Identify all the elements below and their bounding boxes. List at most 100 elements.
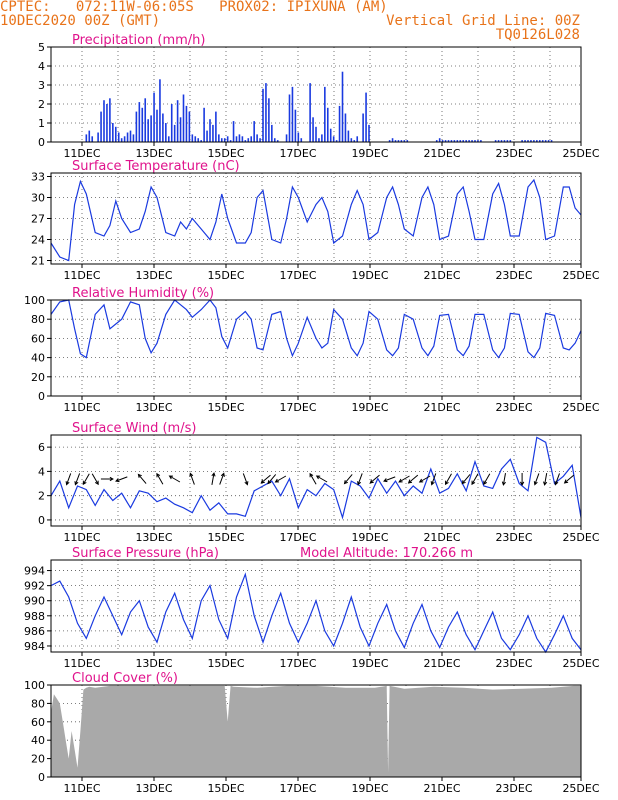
precip-bar [335, 140, 338, 142]
precip-bar [447, 140, 450, 142]
y-tick-label: 100 [24, 679, 45, 692]
precip-bar [212, 124, 214, 142]
x-tick-label: 15DEC [207, 657, 244, 670]
precip-bar [438, 138, 441, 142]
panel-2: Surface Temperature (nC) 21 24 27 30 33 11DEC 1… [31, 159, 600, 282]
precip-bar [435, 140, 438, 142]
precip-bar [276, 140, 279, 142]
precip-bar [444, 140, 447, 142]
wind-arrow [418, 475, 431, 483]
wind-arrow [82, 473, 90, 486]
panel-5: Surface Pressure (hPa) Model Altitude: 17… [24, 546, 600, 670]
header-date-line: 10DEC2020 00Z (GMT) [0, 13, 161, 29]
y-tick-label: 984 [24, 640, 45, 653]
precip-bar [91, 136, 94, 142]
precip-bar [250, 136, 253, 142]
x-tick-label: 11DEC [63, 401, 100, 414]
precip-bar [494, 140, 497, 142]
x-tick-label: 17DEC [279, 401, 316, 414]
x-tick-label: 13DEC [135, 401, 172, 414]
y-tick-label: 0 [38, 771, 45, 784]
precip-bar [541, 140, 544, 142]
precip-bar [300, 138, 303, 142]
x-tick-label: 25DEC [562, 401, 599, 414]
x-tick-label: 19DEC [351, 657, 388, 670]
x-tick-label: 21DEC [423, 782, 460, 795]
precip-bar [197, 138, 200, 142]
wind-arrow [543, 473, 548, 486]
wind-arrow [100, 476, 114, 482]
x-tick-label: 13DEC [135, 269, 172, 282]
precip-bar [524, 140, 526, 142]
panel-title: Surface Wind (m/s) [72, 421, 196, 436]
wind-arrow [563, 474, 575, 484]
wind-arrow [168, 475, 181, 483]
wind-arrow [554, 473, 560, 486]
precip-bar [209, 119, 211, 142]
precip-bar [273, 138, 276, 142]
precip-bar [241, 136, 244, 142]
precip-bar [135, 111, 138, 142]
panel-frame [50, 434, 582, 527]
wind-arrow [260, 474, 271, 484]
precip-bar [182, 94, 185, 142]
y-tick-label: 60 [31, 716, 45, 729]
wind-arrow [483, 473, 491, 486]
y-tick-label: 0 [38, 136, 45, 149]
wind-arrow [444, 473, 452, 486]
wind-arrow [65, 473, 72, 486]
panel-1: Precipitation (mm/h) 0 1 2 3 4 5 11DEC 13DEC 15DE… [38, 33, 600, 160]
y-tick-label: 24 [31, 234, 45, 247]
x-tick-label: 15DEC [207, 782, 244, 795]
wind-arrow [156, 472, 164, 485]
wind-arrow [242, 473, 249, 486]
precip-bar [547, 140, 550, 142]
precip-bar [218, 134, 220, 142]
precip-bar [173, 124, 176, 142]
y-tick-label: 0 [38, 390, 45, 403]
panel-frame [50, 299, 582, 397]
y-tick-label: 990 [24, 595, 45, 608]
precip-bar [256, 134, 258, 142]
x-tick-label: 19DEC [351, 401, 388, 414]
precip-bar [400, 140, 403, 142]
y-tick-label: 80 [31, 697, 45, 710]
precip-bar [262, 88, 264, 142]
wind-arrow [471, 473, 479, 486]
wind-arrow [267, 474, 277, 485]
precip-bar [321, 134, 323, 142]
precip-bar [459, 140, 462, 142]
x-tick-label: 17DEC [279, 657, 316, 670]
x-tick-label: 11DEC [63, 657, 100, 670]
header-grid-note: Vertical Grid Line: 00Z [386, 13, 580, 29]
x-tick-label: 17DEC [279, 147, 316, 160]
precip-bar [509, 140, 512, 142]
panel-3: Relative Humidity (%) 0 20 40 60 80 100 11DEC 13… [24, 286, 600, 414]
panel-frame [50, 684, 582, 778]
wind-arrow [74, 473, 81, 486]
x-tick-label: 15DEC [207, 147, 244, 160]
y-tick-label: 40 [31, 352, 45, 365]
y-tick-label: 6 [38, 441, 45, 454]
y-tick-label: 3 [38, 79, 45, 92]
y-tick-label: 5 [38, 41, 45, 54]
wind-arrow [501, 473, 506, 486]
x-tick-label: 23DEC [495, 401, 532, 414]
precip-bar [259, 138, 261, 142]
y-tick-label: 100 [24, 294, 45, 307]
precip-bar [97, 132, 99, 142]
x-tick-label: 15DEC [207, 531, 244, 544]
wind-arrow [533, 473, 540, 486]
precip-bar [497, 140, 500, 142]
precip-bar [203, 107, 205, 142]
wind-arrow [189, 472, 195, 485]
precip-bar [527, 140, 529, 142]
precip-bar [206, 130, 208, 142]
precip-bar [138, 102, 141, 142]
precip-bar [226, 136, 229, 142]
x-tick-label: 19DEC [351, 531, 388, 544]
precip-bar [503, 140, 506, 142]
x-tick-label: 21DEC [423, 657, 460, 670]
precip-bar [521, 140, 523, 142]
